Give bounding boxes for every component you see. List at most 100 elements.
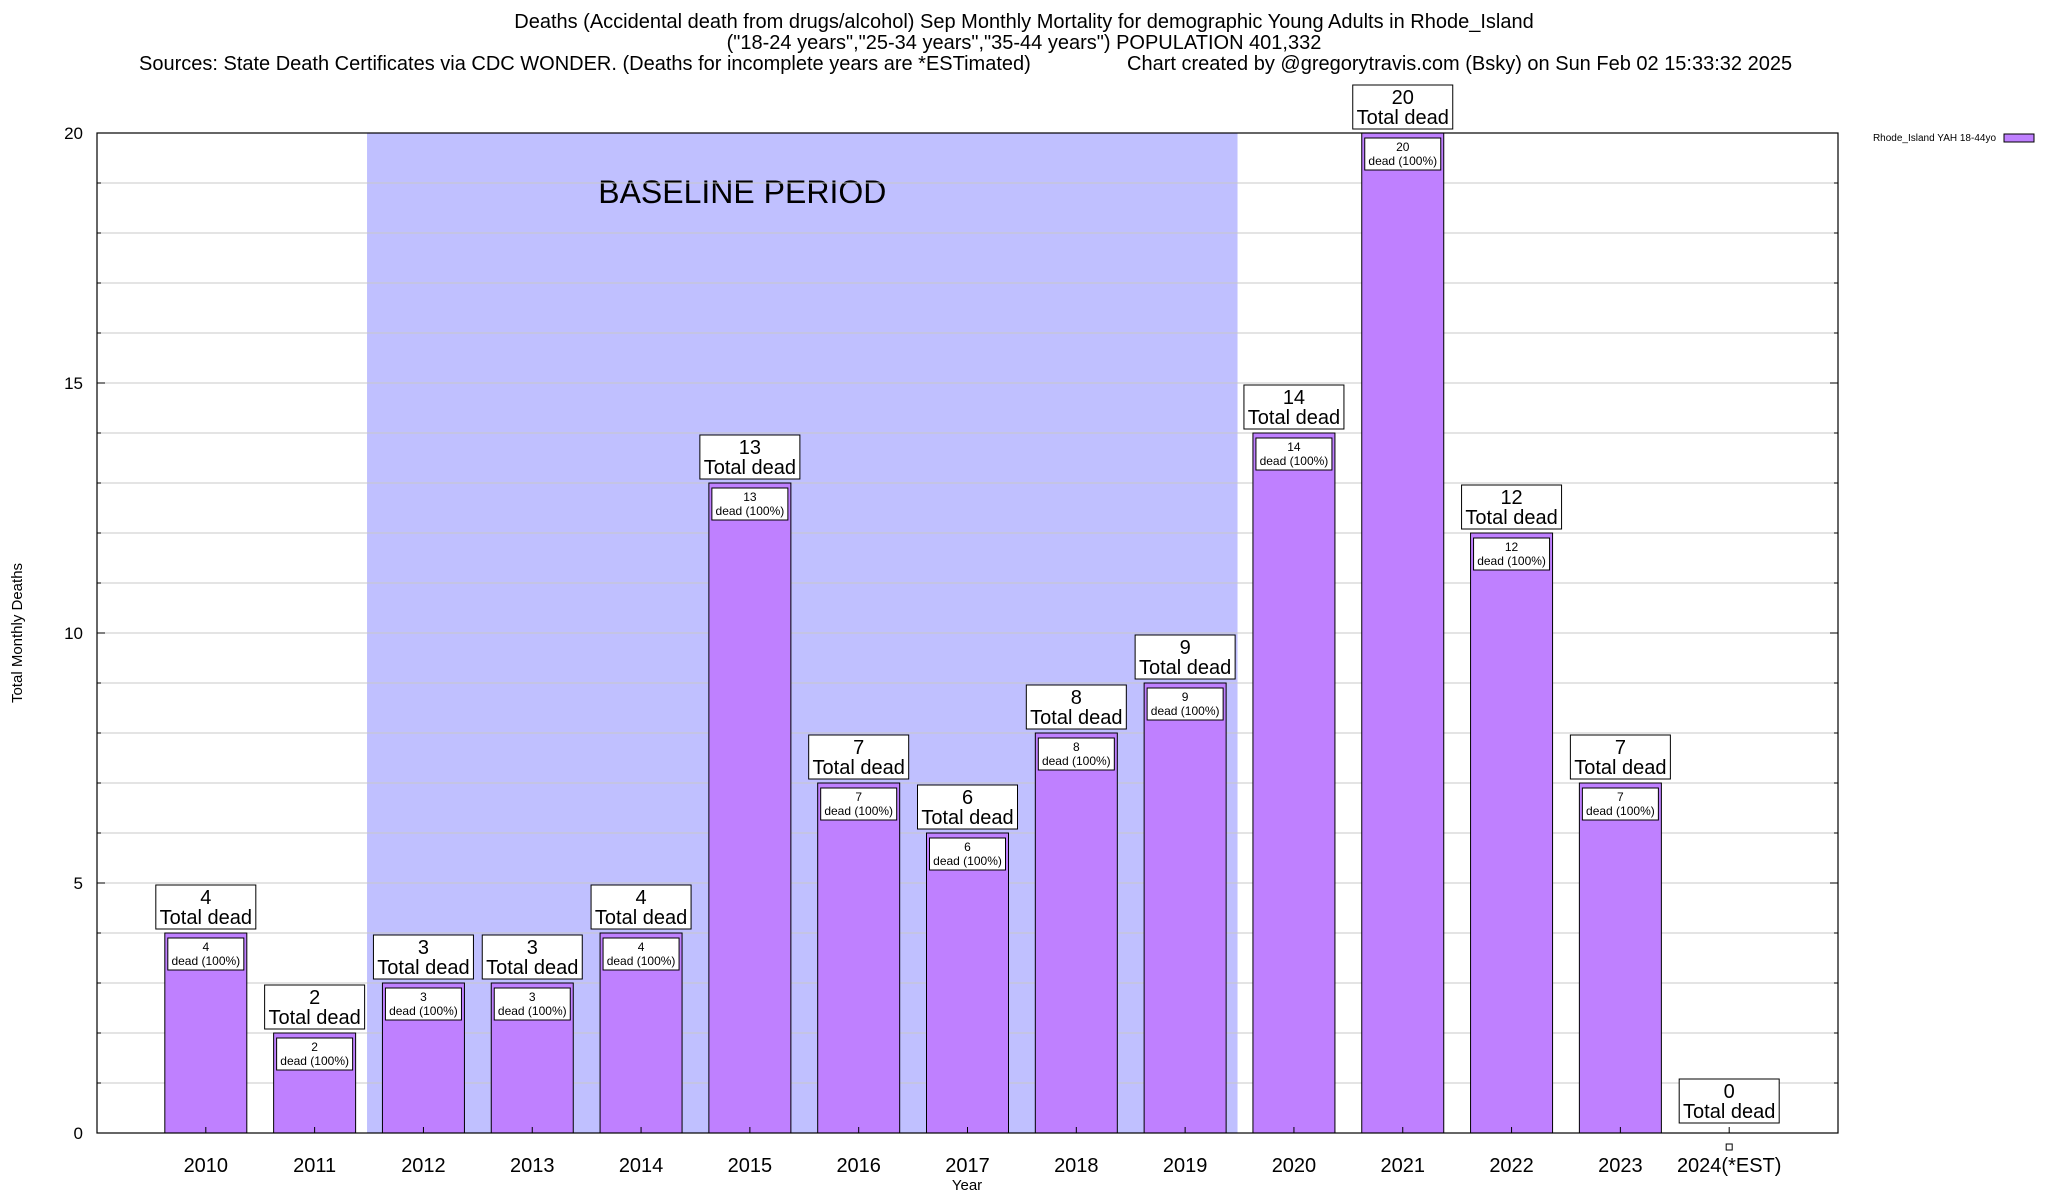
bar-inner-value: 8 xyxy=(1073,740,1080,754)
credit-note: Chart created by @gregorytravis.com (Bsk… xyxy=(1127,53,1793,75)
bar-inner-label-box xyxy=(384,987,462,1021)
bar-total-value: 3 xyxy=(527,937,538,959)
bar-total-label-box xyxy=(155,884,257,930)
legend-label: Rhode_Island YAH 18-44yo xyxy=(1873,133,1996,144)
bar-total-label: Total dead xyxy=(160,907,252,929)
bar-inner-label: dead (100%) xyxy=(1042,754,1111,768)
y-tick-label: 10 xyxy=(64,624,83,643)
x-tick-label: 2021 xyxy=(1381,1155,1426,1177)
bar xyxy=(1034,732,1118,1134)
x-tick-label: 2020 xyxy=(1272,1155,1317,1177)
bar-total-label-box xyxy=(590,884,692,930)
x-tick-label: 2024(*EST) xyxy=(1677,1155,1782,1177)
bar-total-label: Total dead xyxy=(1574,757,1666,779)
bar-total-label: Total dead xyxy=(486,957,578,979)
bar-total-value: 7 xyxy=(1615,737,1626,759)
bar-total-value: 9 xyxy=(1180,637,1191,659)
bar-total-label: Total dead xyxy=(268,1007,360,1029)
bar-inner-label-box xyxy=(1364,137,1442,171)
bar-total-label: Total dead xyxy=(1248,407,1340,429)
bar-total-label-box xyxy=(808,734,910,780)
bar-total-label: Total dead xyxy=(1465,507,1557,529)
bar-inner-label-box xyxy=(1255,437,1333,471)
bar-inner-label-box xyxy=(1581,787,1659,821)
bar xyxy=(817,782,901,1134)
bar xyxy=(1143,682,1227,1134)
bar-total-label: Total dead xyxy=(1357,107,1449,129)
bar-inner-label-box xyxy=(602,937,680,971)
bar-total-value: 20 xyxy=(1392,87,1414,109)
bar-total-label: Total dead xyxy=(921,807,1013,829)
x-axis-title: Year xyxy=(952,1177,982,1194)
bar-total-value: 2 xyxy=(309,987,320,1009)
bar-total-value: 8 xyxy=(1071,687,1082,709)
bar-inner-value: 7 xyxy=(1617,790,1624,804)
y-tick-label: 5 xyxy=(74,874,83,893)
bar-inner-value: 3 xyxy=(420,990,427,1004)
y-axis-title: Total Monthly Deaths xyxy=(9,563,26,703)
bar-total-label-box xyxy=(264,984,366,1030)
bar-inner-label: dead (100%) xyxy=(824,804,893,818)
x-tick-label: 2013 xyxy=(510,1155,555,1177)
chart-title: Deaths (Accidental death from drugs/alco… xyxy=(0,12,2048,54)
bar-inner-value: 13 xyxy=(743,490,757,504)
chart-title-line-2: ("18-24 years","25-34 years","35-44 year… xyxy=(726,32,1322,54)
bar-total-label-box xyxy=(1243,384,1345,430)
bar-total-label-box xyxy=(1025,684,1127,730)
bar-total-value: 6 xyxy=(962,787,973,809)
bar-inner-label: dead (100%) xyxy=(389,1004,458,1018)
bar-total-label: Total dead xyxy=(813,757,905,779)
bar-total-label-box xyxy=(699,434,801,480)
source-note: Sources: State Death Certificates via CD… xyxy=(139,53,1031,75)
bar-inner-label-box xyxy=(276,1037,354,1071)
bar-inner-label-box xyxy=(493,987,571,1021)
bar-inner-label: dead (100%) xyxy=(1477,554,1546,568)
baseline-period-label: BASELINE PERIOD xyxy=(598,174,886,210)
bar-total-value: 12 xyxy=(1500,487,1522,509)
y-tick-label: 15 xyxy=(64,374,83,393)
x-tick-label: 2016 xyxy=(836,1155,881,1177)
x-tick-label: 2022 xyxy=(1489,1155,1534,1177)
bar-inner-label: dead (100%) xyxy=(1368,154,1437,168)
bar-total-label-box xyxy=(372,934,474,980)
bar-inner-label-box xyxy=(167,937,245,971)
bar-inner-value: 12 xyxy=(1505,540,1519,554)
bar xyxy=(1252,432,1336,1134)
x-tick-label: 2023 xyxy=(1598,1155,1643,1177)
chart-title-line-1: Deaths (Accidental death from drugs/alco… xyxy=(514,11,1534,33)
bar-total-label-box xyxy=(481,934,583,980)
bar-total-label: Total dead xyxy=(704,457,796,479)
bar-total-label: Total dead xyxy=(1030,707,1122,729)
bar-inner-label-box xyxy=(711,487,789,521)
bar-total-label: Total dead xyxy=(1139,657,1231,679)
bar-inner-label-box xyxy=(1037,737,1115,771)
bar-total-label: Total dead xyxy=(1683,1101,1775,1123)
bar-total-value: 3 xyxy=(418,937,429,959)
bar-total-label-box xyxy=(1569,734,1671,780)
bar-inner-value: 14 xyxy=(1287,440,1301,454)
bar-total-value: 14 xyxy=(1283,387,1305,409)
bar-inner-value: 3 xyxy=(529,990,536,1004)
bar-inner-label: dead (100%) xyxy=(933,854,1002,868)
bar xyxy=(1470,532,1554,1134)
x-tick-label: 2017 xyxy=(945,1155,990,1177)
x-tick-label: 2019 xyxy=(1163,1155,1208,1177)
bar xyxy=(1361,132,1445,1134)
bar xyxy=(1578,782,1662,1134)
bar-inner-label: dead (100%) xyxy=(280,1054,349,1068)
bar-total-value: 4 xyxy=(200,887,211,909)
bar-inner-label: dead (100%) xyxy=(1260,454,1329,468)
plot-border xyxy=(96,132,1839,1134)
bar-total-label: Total dead xyxy=(595,907,687,929)
bar xyxy=(708,482,792,1134)
bar-total-value: 13 xyxy=(739,437,761,459)
bar-inner-value: 7 xyxy=(855,790,862,804)
bar-inner-label-box xyxy=(929,837,1006,871)
bar-total-label-box xyxy=(917,784,1018,830)
x-tick-label: 2015 xyxy=(728,1155,773,1177)
bar-total-value: 7 xyxy=(853,737,864,759)
bar-inner-value: 6 xyxy=(964,840,971,854)
bar-total-value: 0 xyxy=(1724,1081,1735,1103)
bar-inner-label: dead (100%) xyxy=(498,1004,567,1018)
